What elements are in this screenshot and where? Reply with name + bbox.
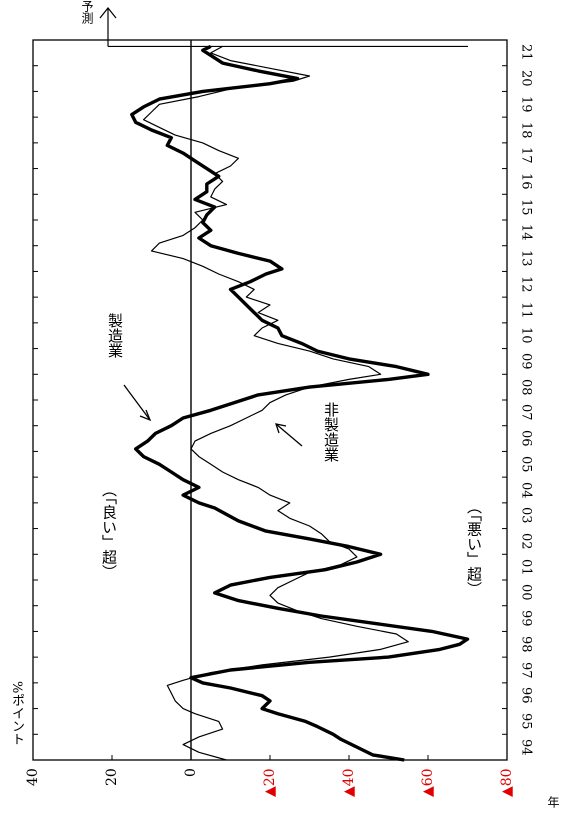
x-tick-label: 08 [518,378,534,396]
x-tick-label: 13 [518,250,534,267]
x-tick-label: 03 [518,507,534,524]
series-lines [130,44,470,762]
x-tick-label: 20 [518,70,534,87]
forecast-label: 予測 [80,0,94,24]
nonmanufacturing-pointer-arrow [275,423,303,447]
x-tick-label: 12 [518,275,534,293]
series-label-nonmanufacturing: 非製造業 [322,402,340,462]
x-tick-label: 02 [518,532,534,550]
x-tick-label: 21 [518,44,534,61]
x-tick-label: 06 [518,430,534,447]
x-tick-label: 17 [518,147,534,164]
x-tick-label: 19 [518,95,534,113]
x-tick-label: 05 [518,455,534,473]
x-tick-label: 96 [518,687,534,704]
x-tick-label: 00 [518,584,534,601]
nonmanufacturing-line [143,45,409,761]
zone-good-label: （「良い」超） [100,482,118,580]
y-tick-label: 0 [183,768,199,777]
manufacturing-pointer-arrow-head [139,409,152,422]
y-tick-label: 40 [25,768,41,786]
x-tick-label: 99 [518,610,534,627]
y-tick-label: 20 [104,768,120,786]
unit-label: %ポイント [9,681,24,746]
x-tick-label: 04 [518,481,534,499]
manufacturing-line [130,44,470,762]
x-tick-label: 11 [518,301,534,319]
x-tick-label: 10 [518,327,534,344]
y-tick-label: ▲80 [499,768,515,797]
x-tick-label: 94 [518,738,534,756]
x-tick-label: 18 [518,121,534,139]
y-tick-label: ▲40 [341,768,357,797]
axis-ticks [32,39,508,761]
x-tick-label: 97 [518,661,534,679]
x-tick-label: 09 [518,352,534,370]
x-tick-label: 98 [518,635,534,653]
x-unit-label: 年 [546,796,560,808]
series-label-manufacturing: 製造業 [106,313,124,358]
nonmanufacturing-pointer-arrow-head [275,423,287,434]
x-tick-label: 14 [518,224,534,241]
zone-bad-label: （「悪い」超） [465,499,483,597]
manufacturing-pointer-arrow [123,384,151,421]
y-tick-label: ▲20 [262,768,278,797]
x-tick-label: 16 [518,172,534,190]
x-tick-label: 07 [518,404,534,421]
x-tick-label: 15 [518,198,534,216]
plot-frame [32,39,508,761]
x-tick-label: 01 [518,558,534,576]
forecast-arrow-head [99,7,117,19]
y-tick-label: ▲60 [420,768,436,797]
x-tick-label: 95 [518,712,534,730]
